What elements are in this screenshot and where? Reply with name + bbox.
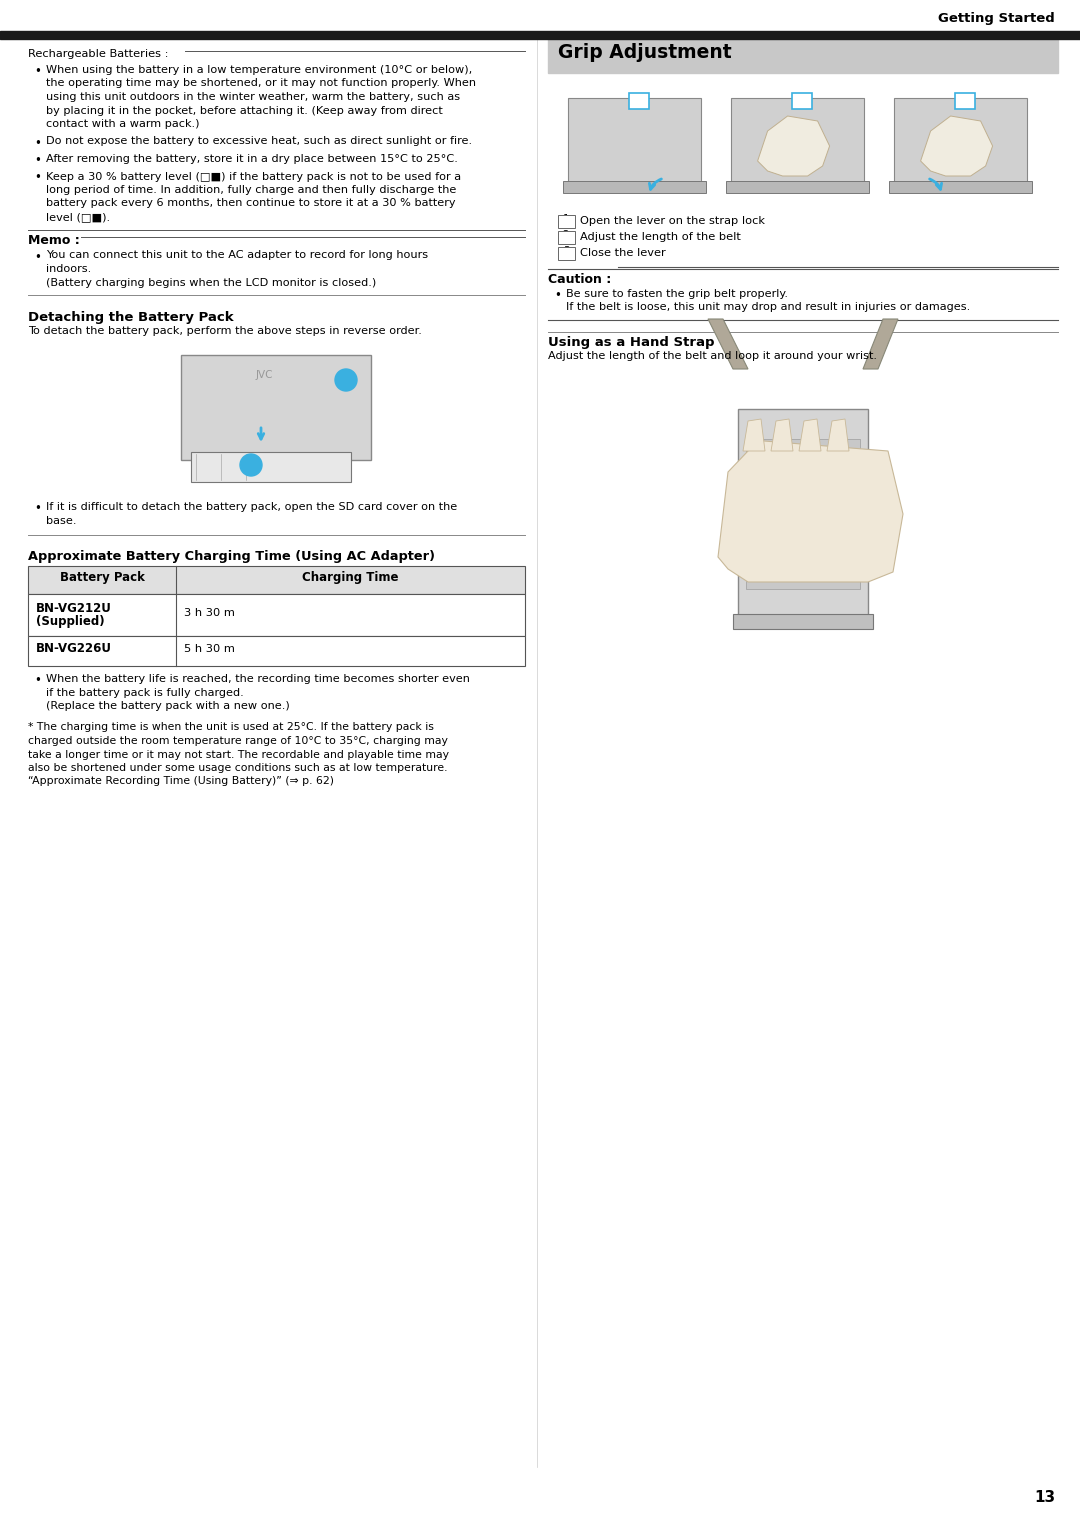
Bar (568, 98, 701, 183)
Bar (548, 40, 1058, 73)
Text: 1: 1 (563, 214, 569, 224)
Text: You can connect this unit to the AC adapter to record for long hours: You can connect this unit to the AC adap… (46, 250, 428, 261)
Polygon shape (771, 418, 793, 450)
Bar (629, 93, 649, 108)
Polygon shape (827, 418, 849, 450)
Text: Battery Pack: Battery Pack (59, 571, 145, 585)
Text: BN-VG212U: BN-VG212U (36, 602, 112, 615)
Text: 2: 2 (563, 231, 569, 240)
Text: contact with a warm pack.): contact with a warm pack.) (46, 119, 200, 128)
Polygon shape (863, 319, 897, 370)
Text: •: • (33, 171, 41, 185)
Bar (28, 594, 525, 637)
Bar (730, 483, 876, 556)
Text: Detaching the Battery Pack: Detaching the Battery Pack (28, 312, 233, 324)
Text: Adjust the length of the belt: Adjust the length of the belt (580, 232, 741, 241)
Text: using this unit outdoors in the winter weather, warm the battery, such as: using this unit outdoors in the winter w… (46, 92, 460, 102)
Polygon shape (743, 418, 765, 450)
Text: “Approximate Recording Time (Using Battery)” (⇒ p. 62): “Approximate Recording Time (Using Batte… (28, 777, 334, 786)
Text: long period of time. In addition, fully charge and then fully discharge the: long period of time. In addition, fully … (46, 185, 457, 195)
Text: 2: 2 (798, 95, 806, 104)
Text: To detach the battery pack, perform the above steps in reverse order.: To detach the battery pack, perform the … (28, 325, 422, 336)
Text: Caution :: Caution : (548, 273, 611, 286)
Text: Close the lever: Close the lever (580, 247, 665, 258)
Text: •: • (33, 250, 41, 264)
Bar (0, 31, 1080, 40)
Circle shape (335, 370, 357, 391)
Text: (Supplied): (Supplied) (36, 615, 105, 629)
Bar (733, 614, 873, 629)
Text: If the belt is loose, this unit may drop and result in injuries or damages.: If the belt is loose, this unit may drop… (566, 302, 970, 313)
Text: 13: 13 (1034, 1490, 1055, 1506)
Text: Using as a Hand Strap: Using as a Hand Strap (548, 336, 715, 350)
Text: •: • (554, 289, 561, 302)
Text: •: • (33, 66, 41, 78)
Text: also be shortened under some usage conditions such as at low temperature.: also be shortened under some usage condi… (28, 764, 447, 773)
Bar (955, 93, 975, 108)
Text: (Battery charging begins when the LCD monitor is closed.): (Battery charging begins when the LCD mo… (46, 278, 376, 287)
Text: if the battery pack is fully charged.: if the battery pack is fully charged. (46, 687, 244, 698)
Text: Getting Started: Getting Started (939, 12, 1055, 24)
Text: battery pack every 6 months, then continue to store it at a 30 % battery: battery pack every 6 months, then contin… (46, 199, 456, 209)
Polygon shape (799, 418, 821, 450)
Bar (726, 182, 869, 192)
Bar (792, 93, 812, 108)
Bar (28, 637, 525, 666)
Text: level (□■).: level (□■). (46, 212, 110, 221)
Text: If it is difficult to detach the battery pack, open the SD card cover on the: If it is difficult to detach the battery… (46, 502, 457, 512)
Text: JVC: JVC (256, 370, 273, 380)
Text: * The charging time is when the unit is used at 25°C. If the battery pack is: * The charging time is when the unit is … (28, 722, 434, 733)
Bar (558, 215, 575, 228)
Text: Grip Adjustment: Grip Adjustment (558, 43, 731, 63)
Text: Approximate Battery Charging Time (Using AC Adapter): Approximate Battery Charging Time (Using… (28, 550, 435, 563)
Circle shape (240, 454, 262, 476)
Text: 3: 3 (563, 246, 569, 257)
Bar (889, 182, 1032, 192)
Text: When the battery life is reached, the recording time becomes shorter even: When the battery life is reached, the re… (46, 673, 470, 684)
Bar (558, 247, 575, 260)
Bar (731, 98, 864, 183)
Text: base.: base. (46, 516, 77, 525)
Text: •: • (33, 673, 41, 687)
Text: the operating time may be shortened, or it may not function properly. When: the operating time may be shortened, or … (46, 78, 476, 89)
Text: charged outside the room temperature range of 10°C to 35°C, charging may: charged outside the room temperature ran… (28, 736, 448, 747)
Polygon shape (757, 116, 829, 176)
Text: 1: 1 (635, 95, 643, 104)
Bar (558, 231, 575, 244)
Bar (746, 438, 860, 589)
Text: When using the battery in a low temperature environment (10°C or below),: When using the battery in a low temperat… (46, 66, 472, 75)
Text: 3 h 30 m: 3 h 30 m (184, 608, 234, 618)
Text: •: • (33, 502, 41, 515)
Text: Keep a 30 % battery level (□■) if the battery pack is not to be used for a: Keep a 30 % battery level (□■) if the ba… (46, 171, 461, 182)
Bar (28, 567, 525, 594)
Polygon shape (708, 319, 748, 370)
Text: Be sure to fasten the grip belt properly.: Be sure to fasten the grip belt properly… (566, 289, 788, 299)
Bar (894, 98, 1027, 183)
Text: 1: 1 (342, 376, 350, 386)
Text: 3: 3 (961, 95, 969, 104)
Text: by placing it in the pocket, before attaching it. (Keep away from direct: by placing it in the pocket, before atta… (46, 105, 443, 116)
Text: take a longer time or it may not start. The recordable and playable time may: take a longer time or it may not start. … (28, 750, 449, 759)
Bar (181, 354, 372, 460)
Text: After removing the battery, store it in a dry place between 15°C to 25°C.: After removing the battery, store it in … (46, 154, 458, 163)
Text: Adjust the length of the belt and loop it around your wrist.: Adjust the length of the belt and loop i… (548, 351, 877, 360)
Bar (738, 409, 868, 618)
Bar (191, 452, 351, 483)
Polygon shape (920, 116, 993, 176)
Bar (563, 182, 706, 192)
Text: (Replace the battery pack with a new one.): (Replace the battery pack with a new one… (46, 701, 289, 712)
Text: Rechargeable Batteries :: Rechargeable Batteries : (28, 49, 168, 60)
Text: •: • (33, 136, 41, 150)
Text: 2: 2 (247, 461, 255, 470)
Text: Charging Time: Charging Time (301, 571, 399, 585)
Text: 5 h 30 m: 5 h 30 m (184, 644, 234, 654)
Text: Do not expose the battery to excessive heat, such as direct sunlight or fire.: Do not expose the battery to excessive h… (46, 136, 472, 147)
Polygon shape (718, 440, 903, 582)
Text: indoors.: indoors. (46, 264, 91, 273)
Text: Open the lever on the strap lock: Open the lever on the strap lock (580, 215, 765, 226)
Text: BN-VG226U: BN-VG226U (36, 643, 112, 655)
Text: •: • (33, 154, 41, 166)
Text: Memo :: Memo : (28, 234, 80, 246)
